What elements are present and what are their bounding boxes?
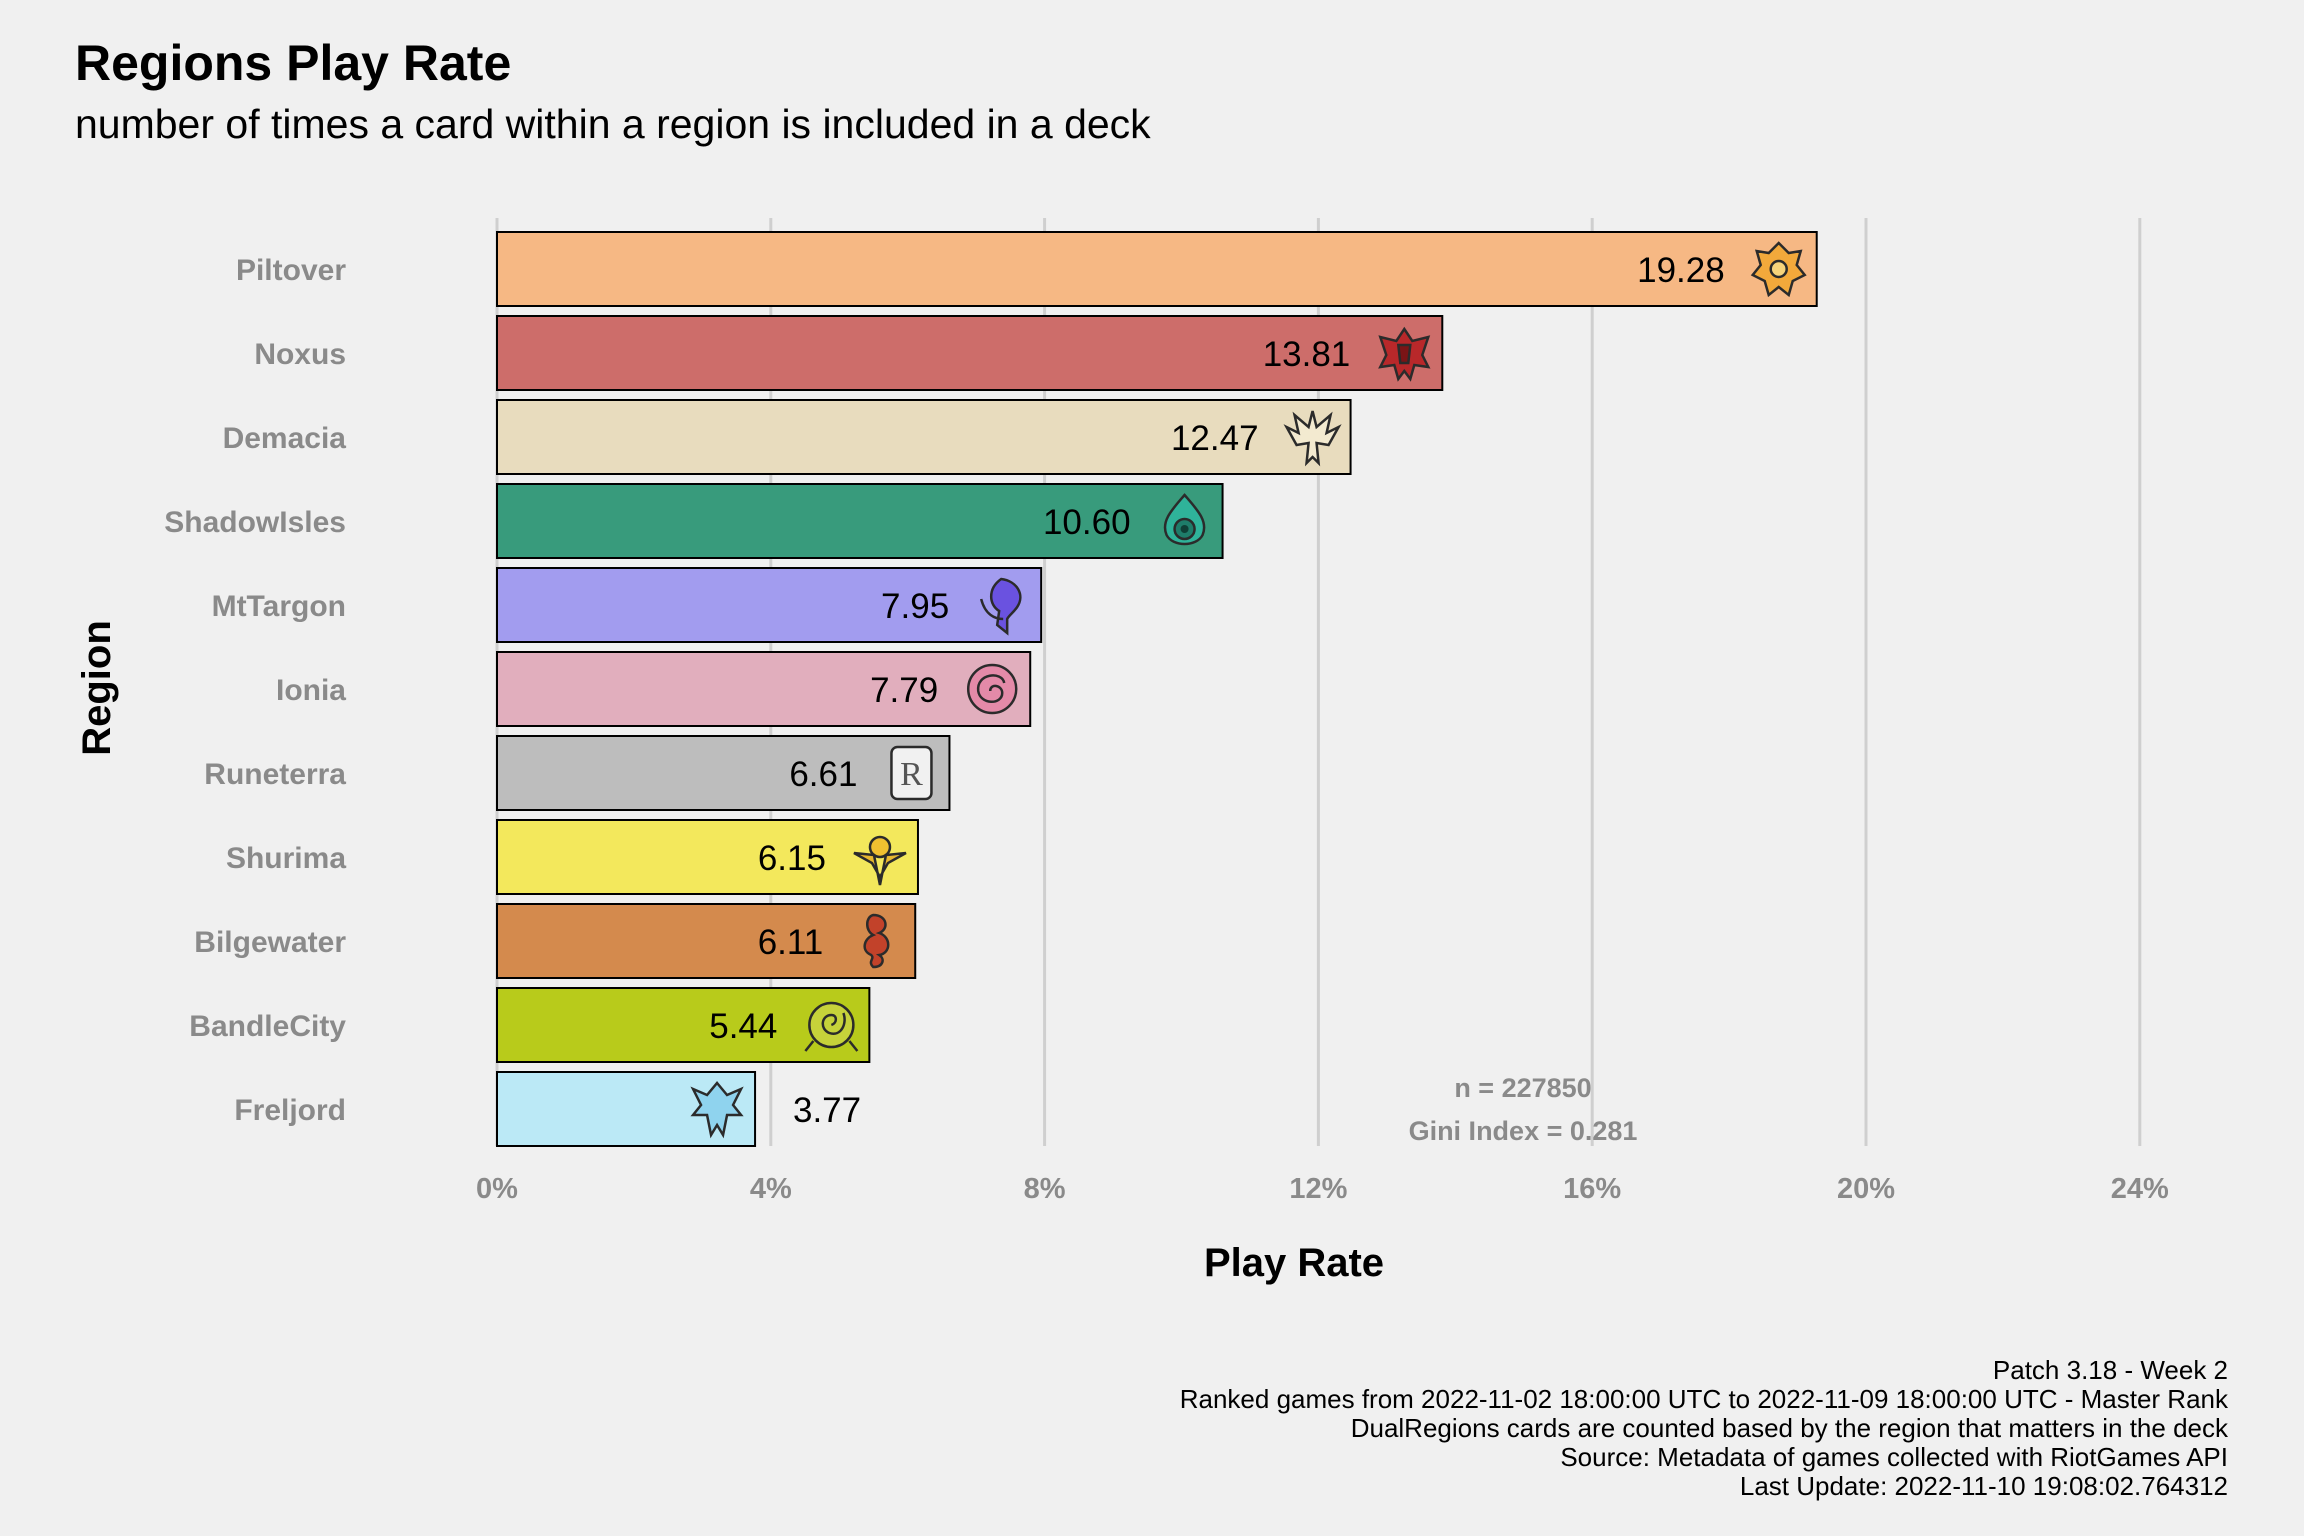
bar-value-label: 19.28 [1637,251,1725,290]
ionia-emblem-icon [966,663,1018,715]
bar [496,483,1224,559]
bandlecity-emblem-icon [804,1001,859,1052]
bar [496,651,1032,727]
y-tick-label: Noxus [254,338,346,371]
caption-line: Ranked games from 2022-11-02 18:00:00 UT… [1179,1384,2228,1414]
bar-value-label: 5.44 [709,1007,777,1046]
bar-group [496,1071,757,1147]
shurima-emblem-icon [853,835,907,886]
demacia-emblem-icon [1283,410,1342,467]
bar-group [496,651,1032,727]
runeterra-emblem-icon: R [890,745,933,801]
bar [496,399,1352,475]
bar-value-label: 7.79 [870,671,938,710]
shadowisles-emblem-icon [1163,493,1206,546]
y-tick-label: Shurima [226,842,346,875]
y-tick-label: Demacia [223,422,347,455]
y-tick-label: BandleCity [189,1010,346,1043]
noxus-emblem-icon [1378,326,1431,382]
bar-group [496,483,1224,559]
bilgewater-emblem-icon [863,913,890,969]
piltover-emblem-icon [1750,241,1807,298]
bar-group [496,987,871,1063]
y-tick-label: Piltover [236,254,346,287]
bars: R [496,231,1818,1147]
y-axis-title: Region [75,620,119,756]
bar-group [496,315,1444,391]
caption-line: Source: Metadata of games collected with… [1560,1442,2228,1472]
caption-line: DualRegions cards are counted based by t… [1350,1413,2228,1443]
bar-value-label: 7.95 [881,587,949,626]
y-tick-label: MtTargon [212,590,346,623]
bar-group: R [496,735,951,811]
bar-value-label: 6.15 [758,839,826,878]
annotation-n: n = 227850 [1454,1073,1591,1103]
mttargon-emblem-icon [979,577,1022,636]
y-tick-label: Bilgewater [194,926,346,959]
bar-value-label: 12.47 [1171,419,1259,458]
bar [496,315,1444,391]
bar [496,819,919,895]
caption-line: Last Update: 2022-11-10 19:08:02.764312 [1739,1471,2228,1501]
x-tick-label: 16% [1563,1173,1621,1205]
chart-subtitle: number of times a card within a region i… [75,101,1151,147]
bar-value-label: 6.11 [758,923,824,962]
bar [496,903,917,979]
annotation-gini: Gini Index = 0.281 [1409,1116,1638,1146]
bar-group [496,399,1352,475]
bar-value-label: 10.60 [1043,503,1131,542]
y-tick-label: Freljord [234,1094,346,1127]
bar-value-label: 3.77 [793,1091,861,1130]
y-tick-label: ShadowIsles [164,506,346,539]
bar-group [496,819,919,895]
bar-value-label: 13.81 [1263,335,1351,374]
y-tick-label: Runeterra [204,758,346,791]
bar-group [496,231,1818,307]
bar [496,567,1043,643]
x-tick-label: 4% [750,1173,792,1205]
bar-group [496,903,917,979]
x-tick-label: 20% [1837,1173,1895,1205]
caption: Patch 3.18 - Week 2 Ranked games from 20… [1180,1356,2228,1501]
caption-line: Patch 3.18 - Week 2 [1992,1355,2228,1385]
x-tick-label: 0% [476,1173,518,1205]
x-tick-label: 24% [2111,1173,2169,1205]
x-axis-title: Play Rate [1204,1241,1384,1285]
bar-value-label: 6.61 [789,755,857,794]
x-tick-label: 8% [1024,1173,1066,1205]
chart-title: Regions Play Rate [75,35,512,91]
labels: 0% 4% 8% 12% 16% 20% 24% Piltover 19.28 Noxus 13.8… [164,251,2169,1205]
bar-group [496,567,1043,643]
bar [496,735,951,811]
y-tick-label: Ionia [276,674,346,707]
x-tick-label: 12% [1289,1173,1347,1205]
freljord-emblem-icon [690,1081,744,1139]
svg-text:R: R [900,756,923,793]
bar [496,231,1818,307]
